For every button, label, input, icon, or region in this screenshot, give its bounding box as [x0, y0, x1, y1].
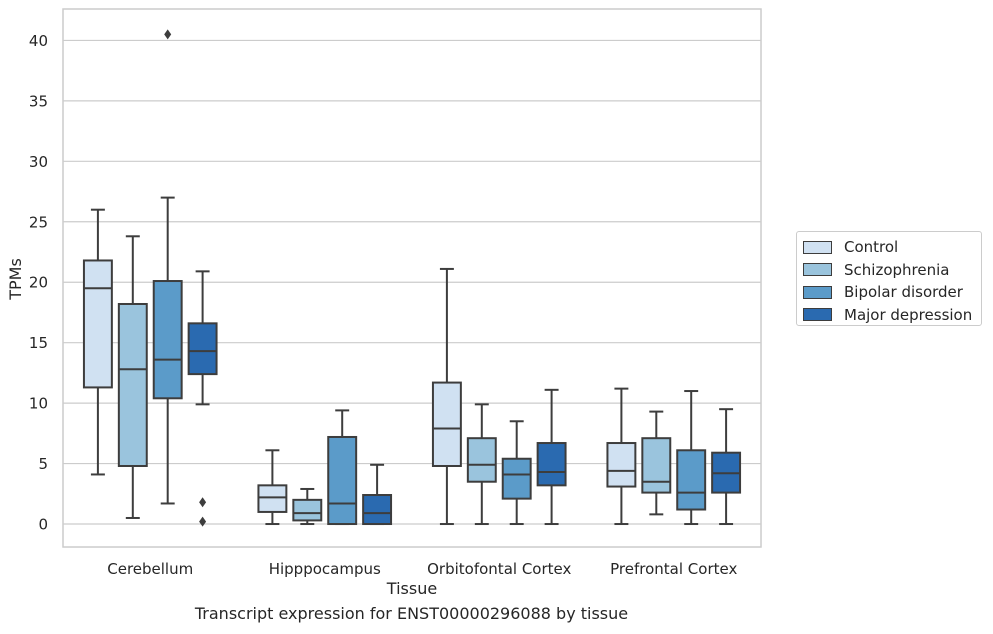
legend-swatch — [803, 308, 832, 322]
box-body — [641, 437, 672, 494]
box-0-0 — [82, 208, 113, 476]
box-body — [431, 381, 462, 467]
y-tick-label: 15 — [29, 334, 48, 352]
y-axis-label: TPMs — [6, 258, 25, 301]
legend-swatch — [803, 240, 832, 254]
outlier-point — [199, 497, 207, 508]
plot-frame — [62, 8, 762, 548]
box-body — [152, 280, 183, 400]
y-tick-label: 40 — [29, 32, 48, 50]
chart-title: Transcript expression for ENST0000029608… — [194, 604, 629, 623]
y-tick-label: 25 — [29, 213, 48, 231]
legend-item: Bipolar disorder — [803, 281, 981, 304]
box-2-3 — [536, 388, 567, 526]
y-tick-label: 35 — [29, 92, 48, 110]
box-3-0 — [606, 387, 637, 526]
box-body — [292, 498, 323, 522]
legend: Control Schizophrenia Bipolar disorder Majo… — [796, 231, 982, 326]
y-tick-label: 20 — [29, 274, 48, 292]
x-tick-label: Cerebellum — [107, 560, 193, 578]
x-tick-label: Hipppocampus — [269, 560, 381, 578]
box-3-3 — [711, 408, 742, 526]
legend-swatch — [803, 263, 832, 277]
outlier-point — [199, 516, 207, 527]
box-1-2 — [327, 409, 358, 526]
box-body — [536, 442, 567, 487]
box-body — [606, 442, 637, 488]
box-3-2 — [676, 390, 707, 526]
legend-item: Schizophrenia — [803, 259, 981, 282]
legend-item: Control — [803, 236, 981, 259]
x-axis-label: Tissue — [386, 579, 437, 598]
legend-swatch — [803, 285, 832, 299]
legend-label: Major depression — [844, 305, 973, 324]
box-0-1 — [117, 235, 148, 519]
box-2-1 — [466, 403, 497, 526]
box-0-2 — [152, 29, 183, 505]
box-body — [501, 457, 532, 500]
box-3-1 — [641, 410, 672, 516]
box-body — [257, 484, 288, 513]
box-body — [117, 302, 148, 467]
box-body — [466, 437, 497, 483]
box-body — [327, 435, 358, 526]
legend-item: Major depression — [803, 304, 981, 327]
x-tick-label: Prefrontal Cortex — [610, 560, 737, 578]
y-axis-ticks: 0 5 10 15 20 25 30 35 40 — [29, 32, 48, 534]
box-body — [187, 322, 218, 376]
outlier-point — [164, 29, 172, 40]
box-1-3 — [362, 463, 393, 526]
box-0-3 — [187, 270, 218, 527]
box-body — [676, 449, 707, 511]
box-body — [82, 259, 113, 389]
y-tick-label: 0 — [38, 516, 48, 534]
box-plot-marks — [82, 29, 742, 527]
y-tick-label: 5 — [38, 455, 48, 473]
y-tick-label: 30 — [29, 153, 48, 171]
y-tick-label: 10 — [29, 395, 48, 413]
legend-label: Control — [844, 238, 899, 257]
box-1-1 — [292, 487, 323, 526]
x-axis-ticks: Cerebellum Hipppocampus Orbitofontal Corte… — [107, 560, 737, 578]
box-body — [362, 494, 393, 526]
box-1-0 — [257, 449, 288, 526]
legend-label: Schizophrenia — [844, 260, 950, 279]
box-2-2 — [501, 420, 532, 526]
legend-label: Bipolar disorder — [844, 283, 963, 302]
box-2-0 — [431, 267, 462, 526]
x-tick-label: Orbitofontal Cortex — [427, 560, 571, 578]
